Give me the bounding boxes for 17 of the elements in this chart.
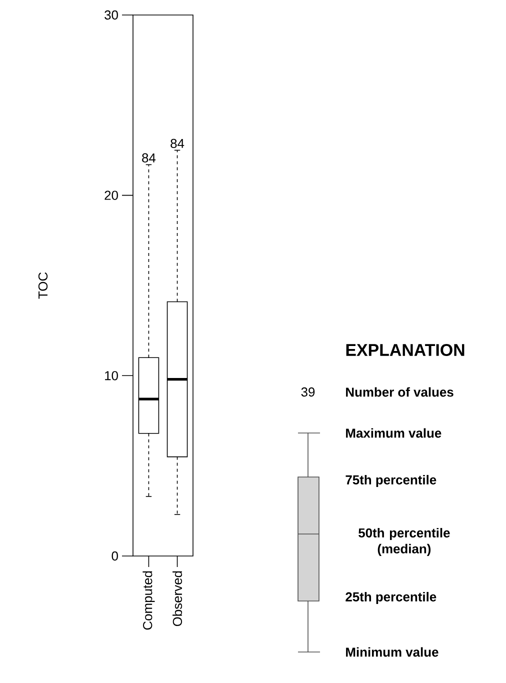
y-axis-title: TOC [38, 272, 48, 299]
annotation: 84 [142, 153, 156, 162]
text: Number of values [346, 387, 454, 397]
text: 39 [301, 387, 315, 397]
x-tick-label: Computed [142, 571, 155, 630]
y-tick-label: 10 [105, 371, 118, 380]
text: Minimum value [346, 647, 438, 657]
text: EXPLANATION [346, 344, 464, 356]
text: Maximum value [346, 428, 442, 438]
text: 75th percentile [346, 474, 436, 488]
y-tick-label: 20 [104, 190, 118, 200]
text: 50th percentile (median) [358, 528, 450, 556]
text: 25th percentile [346, 592, 436, 604]
x-tick-label: Observed [172, 571, 182, 626]
y-tick-label: 0 [112, 551, 118, 561]
y-tick-label: 30 [104, 10, 118, 20]
annotation: 84 [170, 138, 184, 148]
